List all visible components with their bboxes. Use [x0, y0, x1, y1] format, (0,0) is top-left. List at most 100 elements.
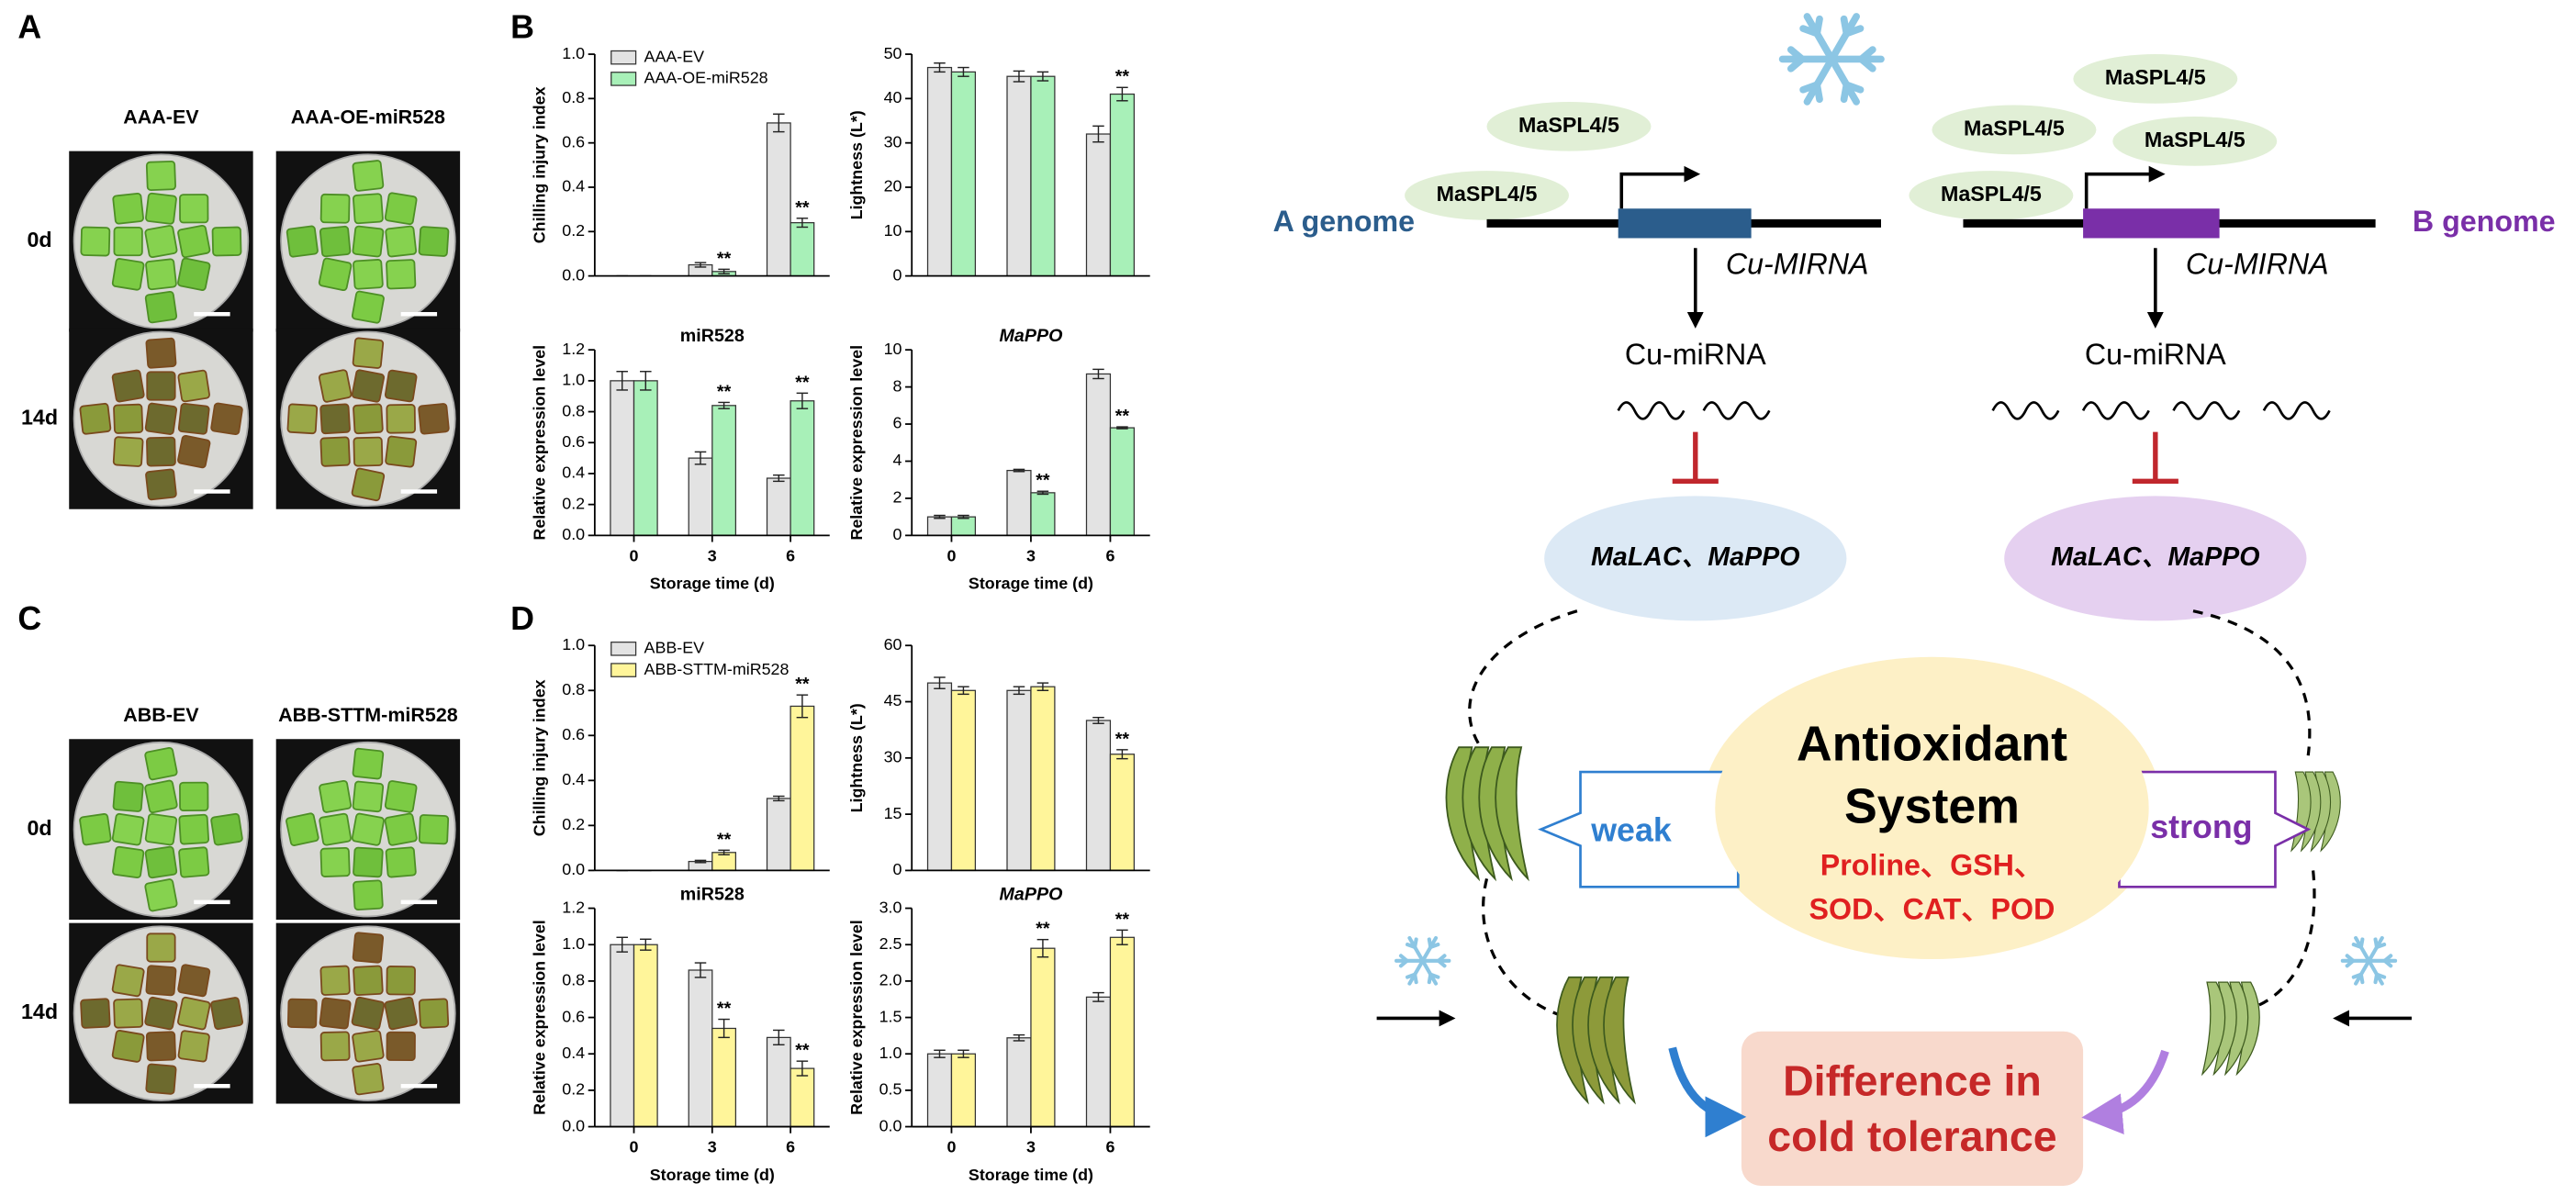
bar	[790, 705, 815, 872]
sample-tile	[286, 998, 318, 1029]
sample-tile	[144, 996, 178, 1031]
sample-tile	[112, 780, 144, 812]
error-bar	[640, 371, 652, 391]
sample-tile	[418, 998, 450, 1029]
tolerance-label: weak	[1590, 812, 1672, 849]
error-bar	[1092, 716, 1104, 724]
error-bar	[773, 795, 785, 802]
sample-tile	[386, 1031, 416, 1062]
significance-label: **	[1036, 919, 1050, 939]
mirna-squiggle	[2262, 401, 2331, 420]
legend-swatch	[610, 642, 637, 656]
bar	[926, 1053, 953, 1128]
y-axis-label: Chilling injury index	[531, 679, 549, 836]
sample-tile	[352, 160, 385, 192]
factor-oval	[1909, 171, 2074, 220]
mirna-squiggle	[2081, 401, 2150, 420]
x-tick-label: 6	[1105, 546, 1114, 564]
y-tick-label: 0.0	[879, 1116, 902, 1134]
sample-tile	[318, 369, 353, 403]
sample-tile	[177, 369, 210, 403]
snowflake-arm	[2367, 935, 2384, 963]
snowflake-branch	[2351, 972, 2363, 979]
x-tick-label: 0	[946, 1138, 956, 1156]
error-bar	[796, 1060, 809, 1077]
y-tick-label: 0.8	[562, 680, 585, 698]
sample-tile	[145, 258, 177, 291]
y-tick-label: 0.8	[562, 971, 585, 989]
sample-tile	[177, 434, 211, 469]
snowflake-branch	[1406, 972, 1417, 979]
error-bar	[640, 938, 652, 951]
component-label: Proline、GSH、	[1820, 848, 2044, 881]
tolerance-label: strong	[2150, 809, 2252, 845]
snowflake-arm	[1420, 958, 1439, 986]
significance-label: **	[1115, 67, 1130, 87]
mirna-label: Cu-miRNA	[2085, 338, 2226, 371]
banana-bunch	[1556, 976, 1636, 1105]
chart-title: miR528	[680, 326, 745, 346]
sample-tile	[352, 337, 385, 369]
x-tick-label: 6	[1105, 1138, 1114, 1156]
snowflake-arm	[1407, 935, 1425, 963]
x-tick-label: 3	[708, 1138, 717, 1156]
sample-tile	[177, 257, 211, 291]
system-label: Antioxidant	[1797, 716, 2067, 771]
sample-tile	[384, 780, 418, 813]
bar	[790, 1067, 815, 1128]
x-tick-label: 3	[1026, 1138, 1036, 1156]
photo-row-label: 0d	[27, 228, 51, 251]
sample-tile	[210, 812, 243, 846]
y-tick-label: 1.0	[562, 635, 585, 653]
sample-tile	[418, 814, 450, 845]
promoter-arrow	[2084, 165, 2166, 209]
y-tick-label: 0.2	[562, 221, 585, 240]
y-tick-label: 8	[893, 376, 902, 395]
bar	[688, 969, 713, 1128]
photo-row-label: 14d	[21, 405, 58, 429]
sample-tile	[319, 812, 352, 846]
y-tick-label: 10	[884, 340, 902, 358]
sample-tile	[353, 965, 384, 997]
bar	[1109, 936, 1136, 1128]
error-bar	[1116, 929, 1128, 945]
error-bar	[773, 474, 785, 483]
y-tick-label: 40	[884, 88, 902, 106]
significance-label: **	[1115, 729, 1130, 749]
bar	[1109, 754, 1136, 872]
outcome-label: cold tolerance	[1767, 1112, 2056, 1160]
chart-title: MaPPO	[1000, 884, 1063, 904]
scale-bar	[400, 311, 438, 317]
sample-tile	[146, 933, 176, 963]
error-bar	[616, 936, 628, 953]
error-bar	[1116, 426, 1128, 430]
legend-swatch	[610, 72, 637, 86]
y-tick-label: 1.0	[562, 44, 585, 62]
bar	[1109, 93, 1136, 277]
error-bar	[796, 694, 809, 719]
outcome-box	[1741, 1031, 2084, 1186]
snowflake-branch	[1786, 46, 1806, 63]
x-tick-label: 3	[708, 546, 717, 564]
y-tick-label: 6	[893, 414, 902, 432]
mirna-squiggle	[1702, 401, 1771, 420]
scale-bar	[194, 311, 230, 317]
gene-box	[1618, 208, 1752, 239]
photo-row-label: 14d	[21, 1000, 58, 1023]
sample-tile	[351, 369, 386, 403]
genome-label: A genome	[1273, 205, 1415, 238]
error-bar	[616, 371, 628, 391]
sample-tile	[384, 996, 418, 1031]
snowflake-arm	[1803, 13, 1836, 63]
sample-tile	[112, 192, 144, 225]
factor-oval	[1405, 171, 1569, 220]
y-tick-label: 0	[893, 525, 902, 543]
gene-label: Cu-MIRNA	[1726, 247, 1869, 280]
error-bar	[796, 218, 809, 229]
snowflake-branch	[1427, 972, 1433, 985]
snowflake-branch	[1842, 25, 1865, 38]
sample-tile	[351, 812, 385, 846]
error-bar	[1116, 86, 1128, 102]
sample-tile	[144, 845, 178, 879]
error-bar	[694, 451, 707, 465]
